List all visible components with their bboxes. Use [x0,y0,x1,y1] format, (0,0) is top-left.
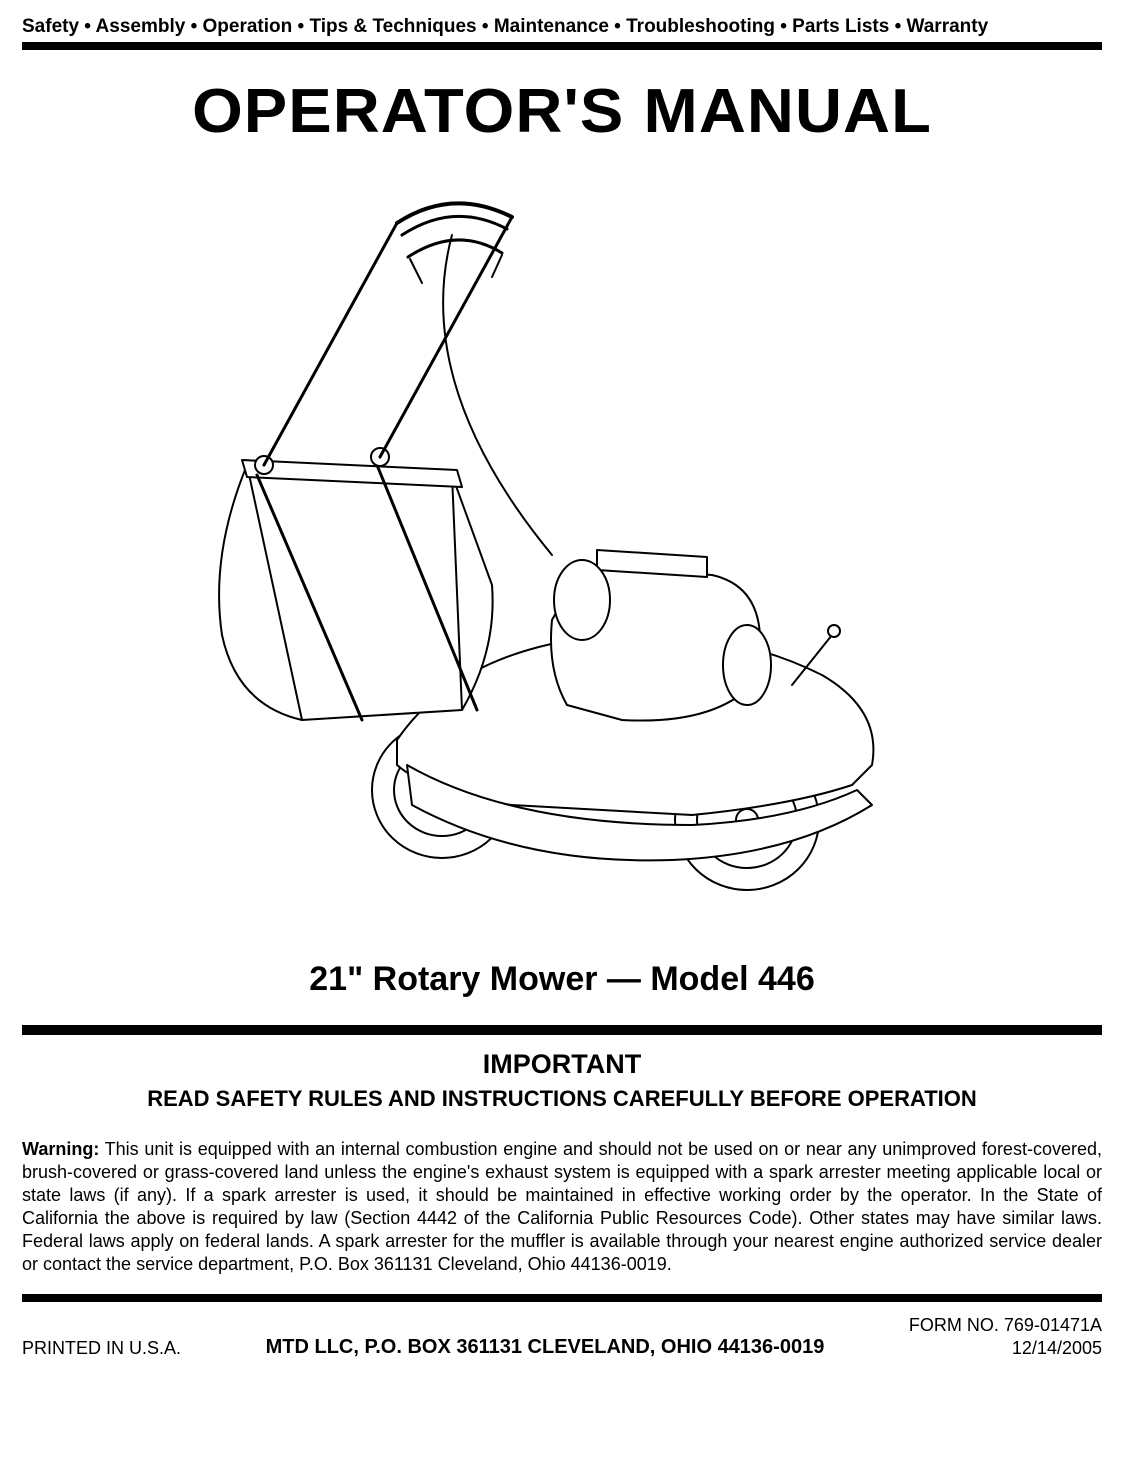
footer-address: MTD LLC, P.O. BOX 361131 CLEVELAND, OHIO… [266,1336,825,1358]
warning-label: Warning: [22,1139,99,1159]
footer: PRINTED IN U.S.A. MTD LLC, P.O. BOX 3611… [22,1314,1102,1359]
product-subtitle: 21" Rotary Mower — Model 446 [22,960,1102,999]
footer-date: 12/14/2005 [909,1337,1102,1360]
product-illustration [22,159,1102,940]
warning-text: This unit is equipped with an internal c… [22,1139,1102,1274]
divider-mid [22,1025,1102,1035]
footer-printed: PRINTED IN U.S.A. [22,1338,181,1359]
mower-line-drawing [152,165,972,925]
important-heading: IMPORTANT [22,1049,1102,1080]
main-title: OPERATOR'S MANUAL [0,76,1124,147]
important-instruction: READ SAFETY RULES AND INSTRUCTIONS CAREF… [22,1086,1102,1112]
divider-top [22,42,1102,50]
divider-bottom [22,1294,1102,1302]
footer-form-no: FORM NO. 769-01471A [909,1314,1102,1337]
header-topics: Safety • Assembly • Operation • Tips & T… [22,16,1102,42]
warning-paragraph: Warning: This unit is equipped with an i… [22,1138,1102,1276]
